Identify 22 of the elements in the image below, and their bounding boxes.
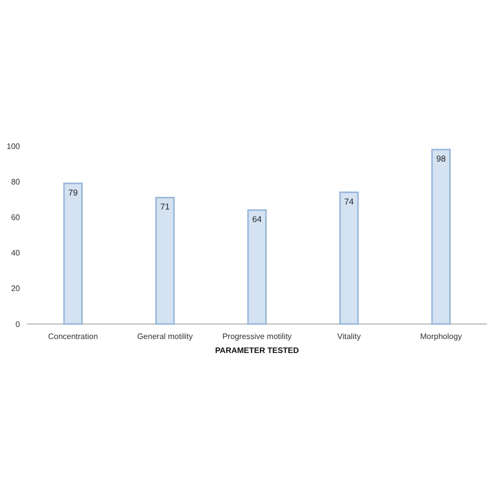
bar xyxy=(155,196,175,325)
bar xyxy=(63,182,83,325)
x-tick-label: Progressive motility xyxy=(222,332,292,341)
data-label: 64 xyxy=(252,214,262,224)
data-label: 98 xyxy=(436,154,446,164)
x-tick-label: Morphology xyxy=(420,332,462,341)
y-tick-label: 100 xyxy=(6,142,21,151)
bar xyxy=(247,209,267,325)
y-tick-label: 80 xyxy=(11,177,21,186)
y-tick-label: 60 xyxy=(11,213,21,222)
bar xyxy=(431,148,451,325)
bar xyxy=(339,192,359,325)
x-axis-title: PARAMETER TESTED xyxy=(215,346,300,355)
y-tick-label: 40 xyxy=(11,248,21,258)
y-tick-label: 20 xyxy=(11,284,21,294)
data-label: 71 xyxy=(160,202,170,212)
y-tick-label: 0 xyxy=(16,320,21,329)
data-label: 79 xyxy=(68,187,78,198)
x-tick-label: Concentration xyxy=(48,332,98,341)
x-tick-label: General motility xyxy=(137,332,193,341)
data-label: 74 xyxy=(344,196,354,206)
x-tick-label: Vitality xyxy=(337,332,361,341)
